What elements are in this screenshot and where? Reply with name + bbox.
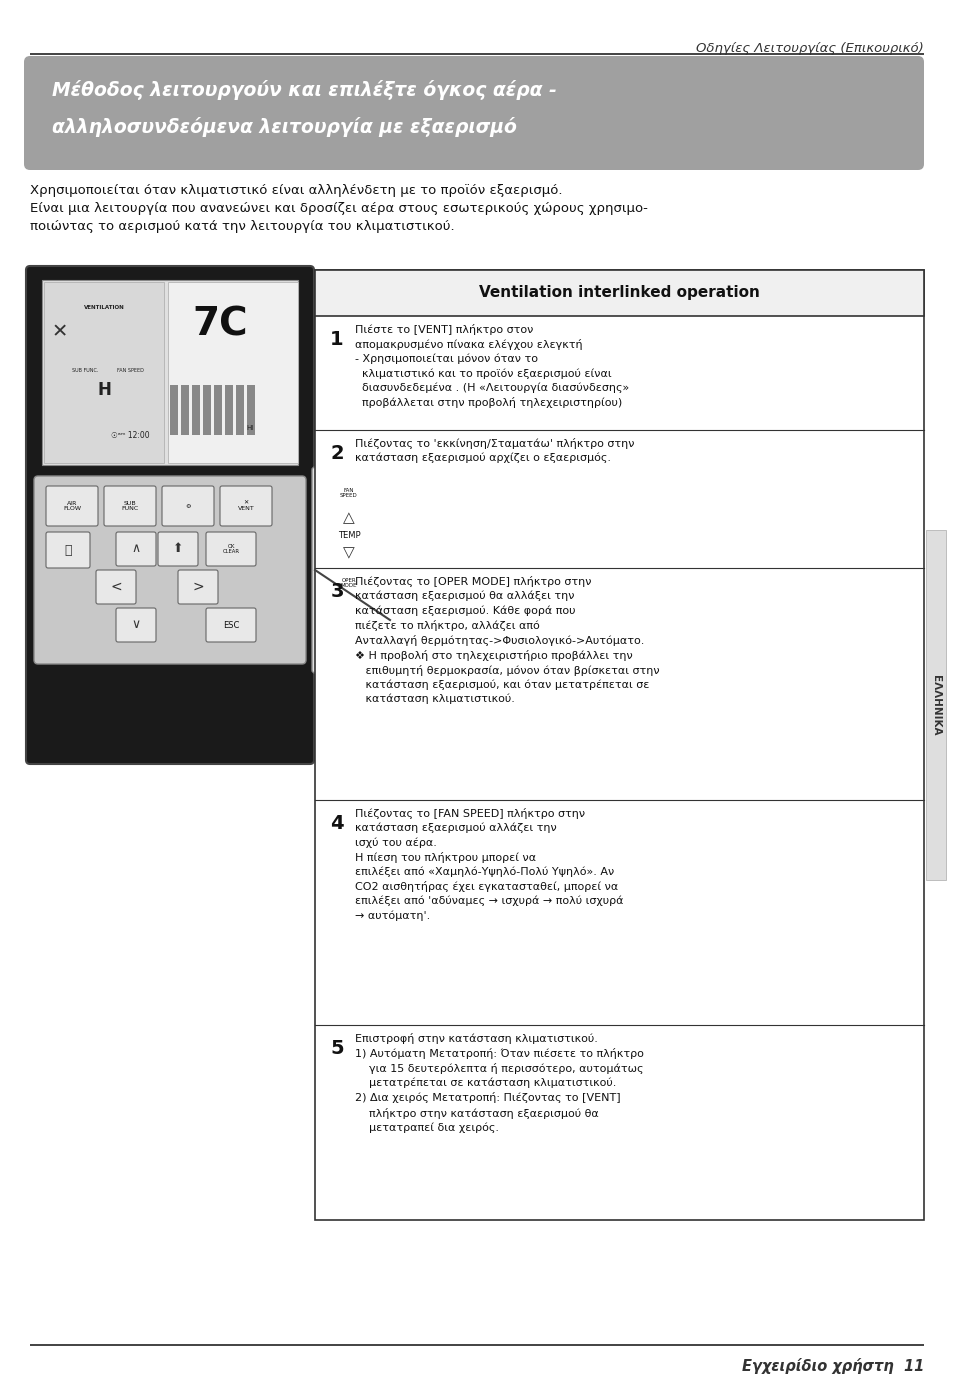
Bar: [168, 281, 297, 463]
Text: FAN SPEED: FAN SPEED: [116, 367, 143, 372]
FancyBboxPatch shape: [206, 608, 255, 643]
Text: Πιέζοντας το [OPER MODE] πλήκτρο στην
κατάσταση εξαερισμού θα αλλάξει την
κατάστ: Πιέζοντας το [OPER MODE] πλήκτρο στην κα…: [355, 575, 659, 704]
Text: 3: 3: [330, 582, 343, 601]
Bar: [225, 385, 233, 435]
FancyBboxPatch shape: [46, 486, 98, 526]
Text: TEMP: TEMP: [337, 531, 360, 539]
Text: VENTILATION: VENTILATION: [84, 305, 124, 309]
FancyBboxPatch shape: [116, 608, 156, 643]
Bar: [213, 385, 222, 435]
FancyBboxPatch shape: [26, 266, 314, 764]
Text: <: <: [111, 580, 122, 594]
FancyBboxPatch shape: [162, 486, 213, 526]
FancyBboxPatch shape: [116, 532, 156, 566]
Bar: [314, 270, 923, 316]
Text: OK
CLEAR: OK CLEAR: [222, 543, 239, 554]
Bar: [42, 280, 297, 465]
Bar: [247, 385, 254, 435]
Bar: [170, 385, 178, 435]
Text: 7C: 7C: [192, 307, 248, 344]
Text: ⚙: ⚙: [185, 504, 191, 508]
Text: Εγχειρίδιο χρήστη  11: Εγχειρίδιο χρήστη 11: [741, 1358, 923, 1373]
Text: ☉ᵃᵐ 12:00: ☉ᵃᵐ 12:00: [111, 431, 150, 440]
Bar: [181, 385, 189, 435]
Text: ⏱: ⏱: [64, 543, 71, 556]
FancyBboxPatch shape: [312, 468, 388, 673]
Text: ∨: ∨: [132, 619, 140, 631]
FancyBboxPatch shape: [317, 476, 379, 510]
FancyBboxPatch shape: [317, 563, 379, 603]
Text: ποιώντας το αερισμού κατά την λειτουργία του κλιματιστικού.: ποιώντας το αερισμού κατά την λειτουργία…: [30, 220, 455, 232]
FancyBboxPatch shape: [220, 486, 272, 526]
Text: 4: 4: [330, 813, 343, 833]
Text: αλληλοσυνδεόμενα λειτουργία με εξαερισμό: αλληλοσυνδεόμενα λειτουργία με εξαερισμό: [52, 118, 517, 137]
Text: ESC: ESC: [223, 620, 239, 630]
FancyBboxPatch shape: [24, 56, 923, 169]
Text: Χρησιμοποιείται όταν κλιματιστικό είναι αλληλένδετη με το προϊόν εξαερισμό.: Χρησιμοποιείται όταν κλιματιστικό είναι …: [30, 183, 562, 197]
FancyBboxPatch shape: [34, 476, 306, 664]
Text: Είναι μια λειτουργία που ανανεώνει και δροσίζει αέρα στους εσωτερικούς χώρους χρ: Είναι μια λειτουργία που ανανεώνει και δ…: [30, 202, 647, 216]
Bar: [192, 385, 200, 435]
Text: ⬆: ⬆: [172, 542, 183, 556]
Text: Πιέζοντας το [FAN SPEED] πλήκτρο στην
κατάσταση εξαερισμού αλλάζει την
ισχύ του : Πιέζοντας το [FAN SPEED] πλήκτρο στην κα…: [355, 808, 623, 921]
Text: Πιέστε το [VENT] πλήκτρο στον
απομακρυσμένο πίνακα ελέγχου ελεγκτή
- Χρησιμοποιε: Πιέστε το [VENT] πλήκτρο στον απομακρυσμ…: [355, 323, 629, 407]
Text: Πιέζοντας το 'εκκίνηση/Σταματάω' πλήκτρο στην
κατάσταση εξαερισμού αρχίζει ο εξα: Πιέζοντας το 'εκκίνηση/Σταματάω' πλήκτρο…: [355, 438, 634, 463]
Text: SUB
FUNC: SUB FUNC: [121, 501, 138, 511]
Text: △: △: [343, 511, 355, 525]
Text: HI: HI: [246, 426, 253, 431]
Text: ΕΛΛΗΝΙΚΑ: ΕΛΛΗΝΙΚΑ: [930, 675, 940, 735]
Text: Μέθοδος λειτουργούν και επιλέξτε όγκος αέρα -: Μέθοδος λειτουργούν και επιλέξτε όγκος α…: [52, 80, 557, 99]
Text: AIR
FLOW: AIR FLOW: [63, 501, 81, 511]
Text: 2: 2: [330, 444, 343, 463]
Bar: [314, 270, 923, 1219]
Bar: [203, 385, 211, 435]
Text: Ventilation interlinked operation: Ventilation interlinked operation: [478, 286, 760, 301]
Text: ▽: ▽: [343, 546, 355, 560]
FancyBboxPatch shape: [96, 570, 136, 603]
FancyBboxPatch shape: [206, 532, 255, 566]
Text: Επιστροφή στην κατάσταση κλιματιστικού.
1) Αυτόματη Μετατροπή: Όταν πιέσετε το π: Επιστροφή στην κατάσταση κλιματιστικού. …: [355, 1033, 643, 1133]
Text: H: H: [97, 381, 111, 399]
Text: ∧: ∧: [132, 542, 140, 556]
Text: FAN
SPEED: FAN SPEED: [340, 487, 357, 498]
Bar: [44, 281, 164, 463]
FancyBboxPatch shape: [158, 532, 198, 566]
Text: Οδηγίες Λειτουργίας (Επικουρικό): Οδηγίες Λειτουργίας (Επικουρικό): [696, 42, 923, 55]
Bar: [925, 531, 945, 881]
Bar: [235, 385, 244, 435]
Text: OPER
MODE: OPER MODE: [340, 578, 356, 588]
Text: ✕
VENT: ✕ VENT: [237, 501, 254, 511]
Text: 5: 5: [330, 1039, 343, 1058]
Text: ✕: ✕: [51, 322, 68, 342]
Text: 1: 1: [330, 330, 343, 349]
FancyBboxPatch shape: [178, 570, 218, 603]
Text: >: >: [192, 580, 204, 594]
FancyBboxPatch shape: [46, 532, 90, 568]
Text: SUB FUNC.: SUB FUNC.: [71, 367, 98, 372]
FancyBboxPatch shape: [104, 486, 156, 526]
